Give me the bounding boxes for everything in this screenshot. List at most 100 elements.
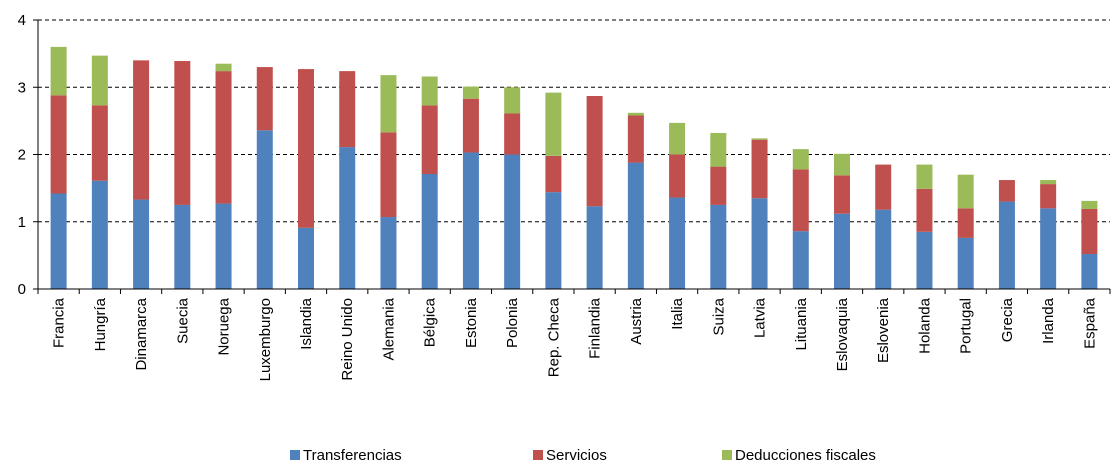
x-tick-label: Polonia — [504, 297, 521, 348]
bar-segment — [91, 180, 108, 289]
x-tick-label: Dinamarca — [133, 297, 150, 370]
bar-segment — [380, 217, 397, 289]
x-tick-label: Grecia — [999, 297, 1016, 342]
bar-segment — [50, 46, 67, 96]
axes — [33, 19, 1111, 294]
bar-segment — [751, 139, 768, 199]
x-tick-label: Bélgica — [422, 297, 439, 347]
x-tick-label: Alemania — [380, 297, 397, 360]
x-tick-label: Irlanda — [1040, 297, 1057, 344]
x-tick-label: Eslovenia — [875, 297, 892, 363]
x-tick-label: Reino Unido — [339, 298, 356, 381]
x-tick-label: Italia — [669, 297, 686, 329]
bar-segment — [215, 71, 232, 204]
legend-label: Deducciones fiscales — [735, 447, 876, 464]
bar-segment — [339, 71, 356, 148]
bar-segment — [133, 60, 150, 200]
x-tick-label: Latvia — [752, 297, 769, 338]
bar-segment — [792, 169, 809, 232]
bar-segment — [627, 115, 644, 163]
bar-segment — [91, 105, 108, 181]
bar-segment — [998, 180, 1015, 202]
bar-segment — [1081, 200, 1098, 209]
x-tick-label: Rep. Checa — [545, 297, 562, 377]
bar-segment — [298, 69, 314, 228]
x-tick-label: Francia — [51, 297, 68, 348]
bar-segment — [998, 201, 1015, 289]
x-tick-label: Holanda — [916, 297, 933, 354]
legend: Transferencias Servicios Deducciones fisca… — [290, 447, 876, 464]
bar-segment — [462, 86, 479, 99]
y-tick-labels: 0 1 2 3 4 — [18, 12, 26, 298]
bar-segment — [256, 67, 273, 131]
bar-segment — [792, 149, 809, 170]
bar-segment — [504, 87, 521, 114]
legend-swatch — [533, 450, 543, 460]
gridlines — [38, 19, 1110, 223]
legend-swatch — [290, 450, 300, 460]
x-tick-label: Eslovaquia — [834, 297, 851, 371]
bar-segment — [834, 153, 850, 176]
bar-segment — [91, 55, 108, 106]
bar-segment — [133, 199, 150, 289]
y-tick-label: 0 — [18, 281, 26, 298]
bar-segment — [1081, 254, 1098, 289]
bar-segment — [792, 231, 809, 289]
bar-segment — [957, 208, 974, 238]
bar-segment — [50, 95, 67, 194]
bar-segment — [380, 75, 397, 133]
bar-segment — [1040, 208, 1057, 289]
bar-segment — [256, 130, 273, 289]
legend-label: Transferencias — [303, 447, 402, 464]
bar-segment — [875, 209, 892, 289]
y-tick-label: 1 — [18, 214, 26, 231]
x-tick-label: Islandia — [298, 297, 315, 349]
x-tick-label: España — [1081, 297, 1098, 349]
bar-segment — [669, 122, 686, 155]
bar-segment — [1040, 180, 1057, 185]
bar-segment — [174, 61, 191, 205]
bar-segment — [669, 154, 686, 198]
bar-segment — [421, 76, 438, 106]
x-tick-label: Portugal — [958, 298, 975, 354]
bar-segment — [710, 166, 727, 205]
x-tick-label: Hungría — [92, 297, 109, 351]
bar-segment — [462, 98, 479, 153]
bar-segment — [298, 227, 314, 289]
x-tick-label: Suecia — [174, 297, 191, 344]
bar-segment — [710, 132, 727, 167]
bar-segment — [545, 155, 562, 193]
bar-segment — [504, 113, 521, 155]
bar-segment — [957, 174, 974, 209]
x-tick-labels: Francia Hungría Dinamarca Suecia Noruega Luxe… — [51, 297, 1099, 381]
x-tick-label: Austria — [628, 297, 645, 344]
bar-segment — [586, 206, 603, 289]
bar-segment — [916, 164, 933, 189]
bar-segment — [834, 175, 850, 214]
legend-swatch — [722, 450, 732, 460]
bar-segment — [339, 147, 356, 289]
bar-segment — [669, 197, 686, 289]
bar-segment — [545, 92, 562, 156]
y-tick-label: 4 — [18, 12, 26, 29]
bar-segment — [586, 95, 603, 207]
x-tick-label: Suiza — [710, 297, 727, 335]
bar-segment — [916, 231, 933, 289]
bar-segment — [627, 162, 644, 289]
bar-segment — [504, 154, 521, 289]
x-tick-label: Luxemburgo — [257, 298, 274, 381]
bar-segment — [215, 203, 232, 289]
bar-segment — [545, 192, 562, 289]
bar-segment — [751, 138, 768, 140]
bar-segment — [462, 152, 479, 289]
bar-segment — [834, 213, 850, 289]
bar-segment — [627, 112, 644, 116]
x-tick-label: Finlandia — [587, 297, 604, 359]
bar-segment — [710, 204, 727, 289]
y-tick-label: 3 — [18, 79, 26, 96]
bar-segment — [174, 204, 191, 289]
bars — [50, 46, 1098, 289]
bar-segment — [215, 63, 232, 72]
bar-segment — [1081, 208, 1098, 255]
